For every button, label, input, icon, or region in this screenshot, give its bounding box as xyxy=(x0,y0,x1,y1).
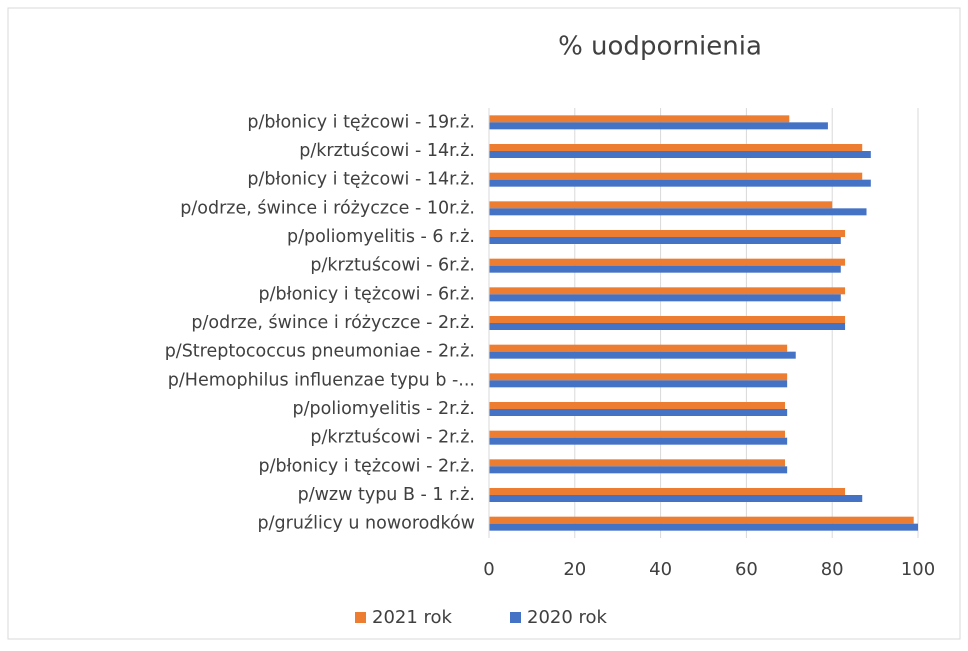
y-tick-label: p/wzw typu B - 1 r.ż. xyxy=(298,485,475,505)
bar xyxy=(489,437,788,445)
x-tick-label: 20 xyxy=(563,559,586,580)
x-tick-label: 100 xyxy=(901,559,935,580)
bar xyxy=(489,172,863,180)
bar xyxy=(489,237,841,244)
bar xyxy=(489,258,846,266)
bar xyxy=(489,179,871,187)
bar xyxy=(489,287,846,295)
bar xyxy=(489,265,841,273)
y-tick-label: p/krztuścowi - 2r.ż. xyxy=(310,428,475,448)
bar xyxy=(489,294,841,302)
bar xyxy=(489,409,788,416)
x-tick-label: 40 xyxy=(649,559,672,580)
x-tick-label: 0 xyxy=(483,559,494,580)
x-tick-label: 80 xyxy=(821,559,844,580)
bar xyxy=(489,495,863,502)
legend-label: 2020 rok xyxy=(527,607,608,628)
y-tick-label: p/krztuścowi - 6r.ż. xyxy=(310,256,475,276)
y-tick-label: p/poliomyelitis - 2r.ż. xyxy=(293,399,475,419)
bar xyxy=(489,402,786,409)
y-tick-label: p/poliomyelitis - 6 r.ż. xyxy=(287,227,475,247)
y-tick-label: p/odrze, śwince i różyczce - 2r.ż. xyxy=(191,313,475,333)
y-tick-label: p/odrze, śwince i różyczce - 10r.ż. xyxy=(180,198,475,218)
legend-swatch xyxy=(355,612,366,623)
bar xyxy=(489,316,846,323)
y-tick-label: p/Hemophilus influenzae typu b -... xyxy=(168,370,475,390)
legend-swatch xyxy=(510,612,521,623)
bar xyxy=(489,373,788,381)
chart-title: % uodpornienia xyxy=(558,32,762,62)
legend-label: 2021 rok xyxy=(372,607,453,628)
y-tick-label: p/błonicy i tężcowi - 19r.ż. xyxy=(247,112,475,132)
y-tick-label: p/błonicy i tężcowi - 14r.ż. xyxy=(247,170,475,190)
bar xyxy=(489,201,833,209)
y-tick-label: p/błonicy i tężcowi - 6r.ż. xyxy=(258,284,475,304)
bar xyxy=(489,122,828,130)
bar xyxy=(489,459,786,467)
bar xyxy=(489,144,863,151)
bar xyxy=(489,344,788,352)
bar xyxy=(489,466,788,474)
bar xyxy=(489,230,846,237)
bar xyxy=(489,488,846,495)
bar xyxy=(489,516,914,524)
y-tick-label: p/błonicy i tężcowi - 2r.ż. xyxy=(258,456,475,476)
y-tick-label: p/Streptococcus pneumoniae - 2r.ż. xyxy=(165,342,475,362)
bar xyxy=(489,115,790,123)
bar xyxy=(489,380,788,388)
bar xyxy=(489,523,918,531)
bar xyxy=(489,151,871,158)
y-tick-label: p/gruźlicy u noworodków xyxy=(258,514,475,534)
x-tick-label: 60 xyxy=(735,559,758,580)
bar xyxy=(489,430,786,438)
bar xyxy=(489,208,867,216)
bar xyxy=(489,351,796,359)
y-tick-label: p/krztuścowi - 14r.ż. xyxy=(299,141,475,161)
bar xyxy=(489,323,846,330)
